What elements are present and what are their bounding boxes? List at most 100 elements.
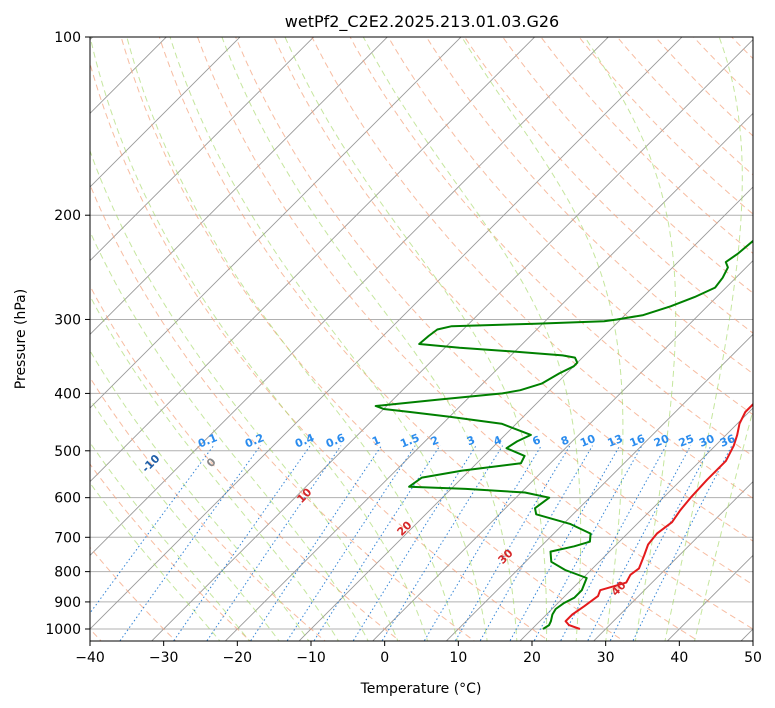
- mixing-ratio-label: 16: [628, 432, 647, 450]
- moist-adiabat-line: [664, 37, 743, 641]
- y-tick-label: 900: [54, 595, 81, 611]
- dry-adiabat-line: [311, 37, 753, 499]
- x-axis-label: Temperature (°C): [360, 681, 482, 697]
- y-axis-ticks: 100 200 300 400 500 600 700 800 900 1000: [45, 30, 90, 638]
- mixing-ratio-line: [249, 445, 383, 641]
- dry-adiabat-label: -20: [47, 406, 70, 429]
- isotherm-line: [90, 37, 609, 556]
- mixing-ratio-line: [454, 445, 571, 641]
- isotherm-line: [90, 37, 462, 409]
- y-tick-label: 400: [54, 386, 81, 402]
- moist-adiabat-line: [169, 37, 488, 641]
- y-tick-label: 200: [54, 208, 81, 224]
- moist-adiabat-line: [90, 230, 369, 641]
- dry-adiabat-line: [654, 37, 753, 137]
- mixing-ratio-line: [509, 445, 621, 641]
- isotherm-line: [90, 37, 241, 188]
- moist-adiabat-line: [90, 149, 399, 641]
- x-tick-label: 30: [597, 650, 615, 666]
- mixing-ratio-label: 6: [530, 433, 542, 448]
- dry-adiabat-line: [90, 463, 252, 641]
- x-axis-ticks: −40 −30 −20 −10 0 10 20 30 40 50: [75, 641, 762, 666]
- mixing-ratio-line: [286, 445, 416, 641]
- moist-adiabat-line: [221, 37, 518, 641]
- moist-adiabat-line: [461, 37, 624, 641]
- moist-adiabat-line: [90, 398, 280, 641]
- y-tick-label: 500: [54, 444, 81, 460]
- mixing-ratio-label: 13: [606, 432, 625, 450]
- mixing-ratio-line: [423, 445, 542, 641]
- mixing-ratio-line: [559, 445, 667, 641]
- mixing-ratio-label: 0.6: [324, 431, 347, 450]
- y-tick-label: 800: [54, 565, 81, 581]
- mixing-ratio-label: 2: [429, 433, 441, 448]
- dry-adiabat-line: [425, 37, 753, 375]
- isotherm-line: [666, 554, 753, 641]
- isotherm-line: [445, 333, 753, 641]
- dry-adiabat-line: [349, 37, 753, 457]
- dry-adiabat-label: -10: [139, 452, 162, 475]
- mixing-ratio-label: 0.4: [293, 431, 316, 450]
- dry-adiabat-label: 20: [395, 518, 415, 538]
- x-tick-label: 20: [523, 650, 541, 666]
- moist-adiabat-line: [584, 37, 677, 641]
- isotherm-line: [519, 407, 753, 641]
- dry-adiabat-line: [90, 61, 550, 641]
- dry-adiabat-line: [616, 37, 753, 176]
- x-tick-label: −20: [223, 650, 253, 666]
- mixing-ratio-label: 25: [677, 432, 696, 450]
- mixing-ratio-label: 8: [559, 433, 571, 448]
- mixing-ratio-line: [90, 445, 214, 614]
- dry-adiabat-line: [578, 37, 753, 215]
- moist-adiabat-line: [90, 37, 429, 641]
- isotherm-line: [593, 481, 753, 641]
- moist-adiabat-line: [90, 349, 310, 641]
- isotherm-line: [90, 37, 388, 335]
- mixing-ratio-line: [206, 445, 342, 641]
- dry-adiabat-line: [196, 37, 753, 630]
- dry-adiabat-line: [90, 376, 326, 641]
- x-tick-label: 40: [670, 650, 688, 666]
- mixing-ratio-line: [313, 445, 441, 641]
- mixing-ratio-label: 3: [465, 433, 477, 448]
- dry-adiabat-line: [120, 37, 625, 641]
- y-axis-label: Pressure (hPa): [13, 289, 29, 389]
- x-tick-label: −40: [75, 650, 105, 666]
- moist-adiabat-line: [284, 37, 548, 641]
- background-lines: [90, 24, 775, 644]
- mixing-ratio-label: 10: [578, 432, 597, 450]
- dry-adiabat-line: [502, 37, 753, 294]
- dry-adiabat-label: 0: [204, 455, 219, 470]
- dry-adiabat-line: [158, 37, 700, 641]
- mixing-ratio-label: 1: [370, 433, 382, 448]
- isotherm-line: [90, 37, 683, 630]
- isotherm-line: [151, 39, 753, 641]
- mixing-ratio-line: [533, 445, 643, 641]
- plot-frame: [89, 36, 754, 642]
- isotherm-line: [224, 112, 753, 641]
- chart-title: wetPf2_C2E2.2025.213.01.03.G26: [285, 12, 559, 32]
- y-tick-label: 700: [54, 530, 81, 546]
- temperature-profile-line: [564, 402, 753, 630]
- isotherm-line: [90, 37, 536, 483]
- moist-adiabat-line: [90, 441, 251, 641]
- dry-adiabat-line: [273, 37, 753, 542]
- mixing-ratio-line: [172, 445, 311, 641]
- mixing-ratio-label: 0.1: [196, 431, 219, 450]
- dry-adiabat-line: [757, 24, 775, 644]
- dry-adiabat-line: [730, 37, 753, 60]
- y-tick-label: 100: [54, 30, 81, 46]
- moist-adiabat-line: [90, 295, 340, 641]
- mixing-ratio-label: 30: [697, 432, 716, 450]
- dry-adiabat-line: [387, 37, 753, 416]
- mixing-ratio-line: [119, 445, 261, 641]
- x-tick-label: 50: [744, 650, 762, 666]
- x-tick-label: 10: [449, 650, 467, 666]
- mixing-ratio-label: 20: [652, 432, 671, 450]
- mixing-ratio-line: [632, 445, 733, 641]
- mixing-ratio-line: [587, 445, 692, 641]
- isotherm-line: [740, 628, 753, 641]
- y-tick-label: 600: [54, 491, 81, 507]
- x-tick-label: 0: [380, 650, 389, 666]
